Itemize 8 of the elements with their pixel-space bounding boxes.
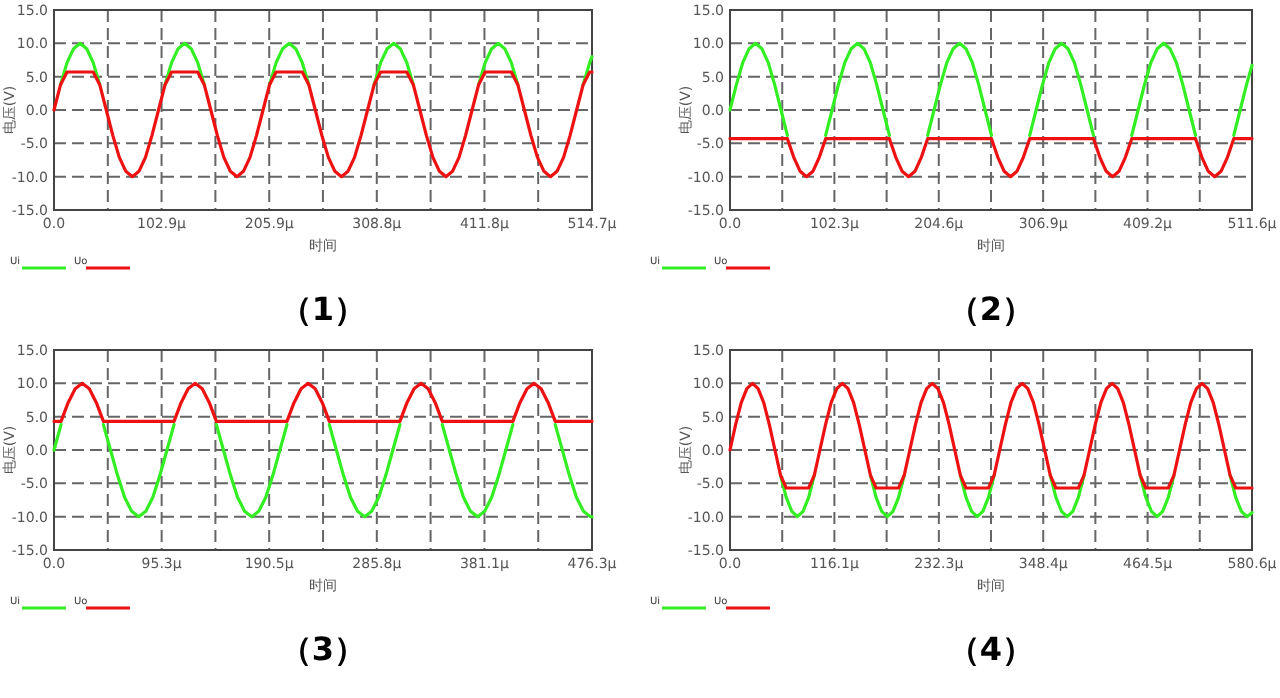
text: （2） — [947, 290, 1035, 328]
text: （4） — [947, 630, 1035, 668]
line-series — [52, 381, 594, 423]
text: （1） — [279, 290, 367, 328]
text: （3） — [279, 630, 367, 668]
line-series — [728, 137, 1254, 179]
line-series — [728, 381, 1254, 490]
line-series — [52, 70, 594, 179]
